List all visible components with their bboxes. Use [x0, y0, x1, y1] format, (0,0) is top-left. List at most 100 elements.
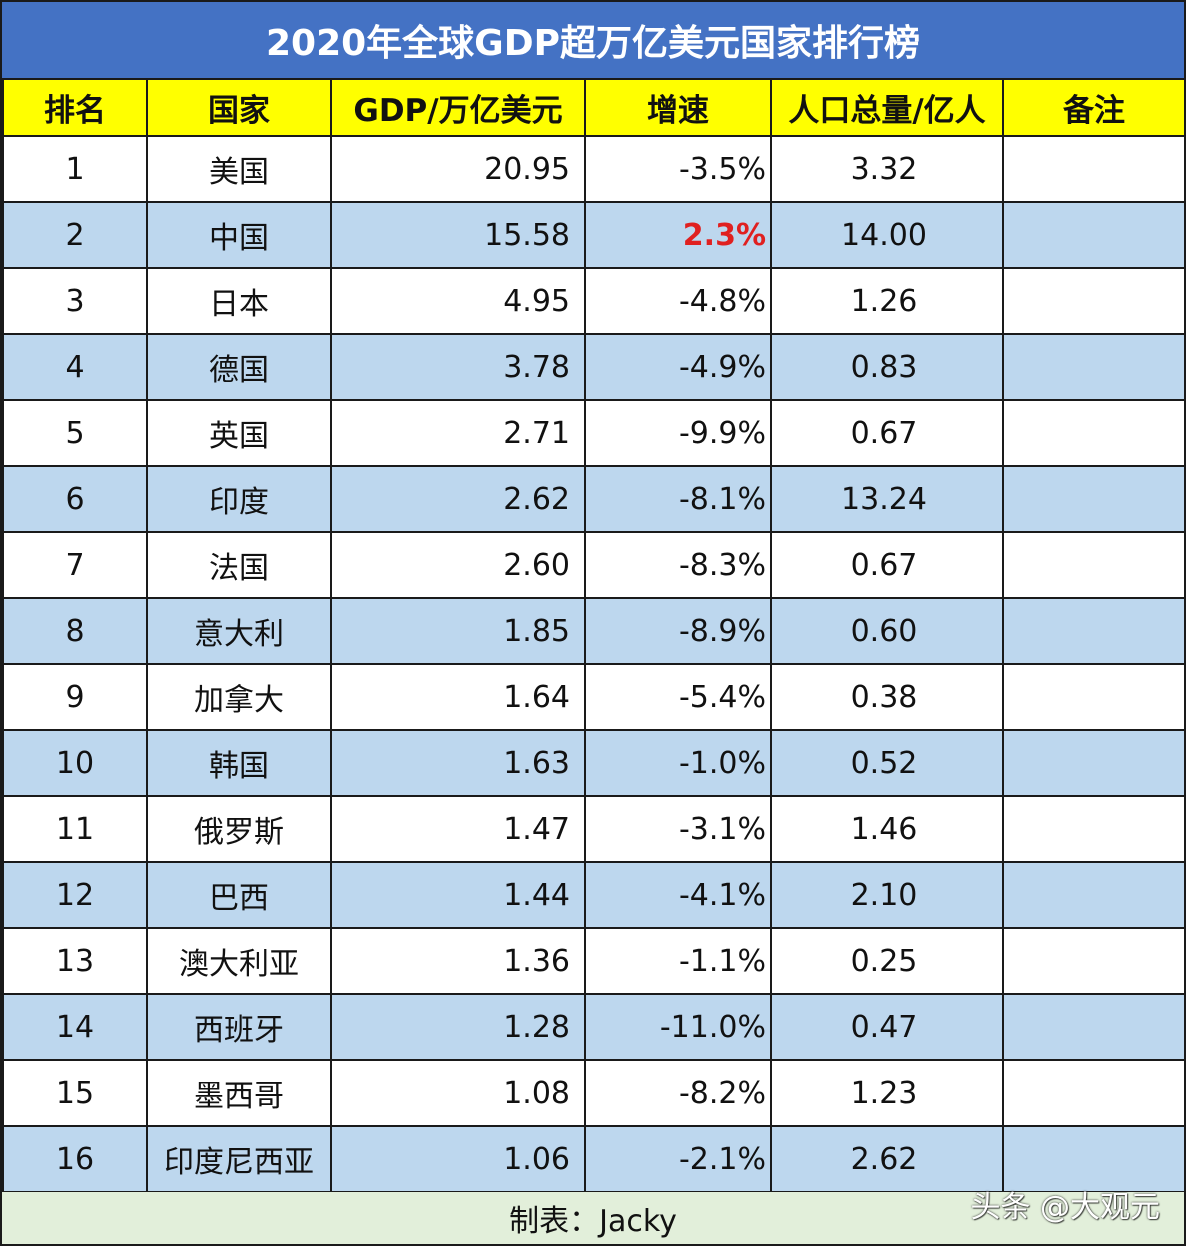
cell-growth: -4.1%: [584, 861, 772, 929]
cell-country: 印度: [146, 465, 332, 533]
table-row: 11 俄罗斯 1.47 -3.1% 1.46: [2, 795, 1186, 863]
cell-country: 澳大利亚: [146, 927, 332, 995]
cell-note: [1002, 465, 1186, 533]
cell-growth: -1.1%: [584, 927, 772, 995]
cell-country: 德国: [146, 333, 332, 401]
cell-population: 0.67: [770, 399, 1004, 467]
cell-country: 加拿大: [146, 663, 332, 731]
cell-population: 0.60: [770, 597, 1004, 665]
cell-growth: -5.4%: [584, 663, 772, 731]
cell-rank: 1: [2, 135, 148, 203]
cell-note: [1002, 795, 1186, 863]
cell-rank: 3: [2, 267, 148, 335]
cell-gdp: 2.71: [330, 399, 586, 467]
table-body: 1 美国 20.95 -3.5% 3.32 2 中国 15.58 2.3% 14.00 3 日本 4.9…: [2, 135, 1186, 1193]
cell-note: [1002, 267, 1186, 335]
cell-rank: 15: [2, 1059, 148, 1127]
cell-gdp: 1.08: [330, 1059, 586, 1127]
cell-rank: 4: [2, 333, 148, 401]
cell-gdp: 20.95: [330, 135, 586, 203]
header-row: 排名 国家 GDP/万亿美元 增速 人口总量/亿人 备注: [2, 78, 1186, 137]
cell-population: 0.52: [770, 729, 1004, 797]
credit-text: 制表：Jacky: [509, 1204, 677, 1239]
cell-note: [1002, 861, 1186, 929]
cell-note: [1002, 597, 1186, 665]
cell-note: [1002, 135, 1186, 203]
cell-country: 意大利: [146, 597, 332, 665]
cell-gdp: 1.36: [330, 927, 586, 995]
table-title: 2020年全球GDP超万亿美元国家排行榜: [2, 2, 1184, 80]
cell-country: 巴西: [146, 861, 332, 929]
cell-growth: -3.5%: [584, 135, 772, 203]
cell-country: 法国: [146, 531, 332, 599]
column-header-rank: 排名: [2, 78, 148, 137]
cell-population: 2.62: [770, 1125, 1004, 1193]
table-row: 1 美国 20.95 -3.5% 3.32: [2, 135, 1186, 203]
gdp-table: 排名 国家 GDP/万亿美元 增速 人口总量/亿人 备注 1 美国 20.95 -3.…: [2, 78, 1186, 1193]
cell-gdp: 1.47: [330, 795, 586, 863]
table-footer: 制表：Jacky: [2, 1192, 1184, 1244]
cell-note: [1002, 729, 1186, 797]
cell-gdp: 4.95: [330, 267, 586, 335]
table-row: 7 法国 2.60 -8.3% 0.67: [2, 531, 1186, 599]
cell-rank: 9: [2, 663, 148, 731]
cell-gdp: 1.85: [330, 597, 586, 665]
cell-population: 0.25: [770, 927, 1004, 995]
cell-population: 14.00: [770, 201, 1004, 269]
column-header-population: 人口总量/亿人: [770, 78, 1004, 137]
cell-population: 1.23: [770, 1059, 1004, 1127]
cell-rank: 14: [2, 993, 148, 1061]
table-row: 3 日本 4.95 -4.8% 1.26: [2, 267, 1186, 335]
cell-country: 英国: [146, 399, 332, 467]
cell-growth: -4.8%: [584, 267, 772, 335]
table-row: 6 印度 2.62 -8.1% 13.24: [2, 465, 1186, 533]
table-header: 排名 国家 GDP/万亿美元 增速 人口总量/亿人 备注: [2, 78, 1186, 137]
cell-gdp: 2.60: [330, 531, 586, 599]
column-header-country: 国家: [146, 78, 332, 137]
cell-note: [1002, 333, 1186, 401]
table-row: 9 加拿大 1.64 -5.4% 0.38: [2, 663, 1186, 731]
table-row: 16 印度尼西亚 1.06 -2.1% 2.62: [2, 1125, 1186, 1193]
table-row: 12 巴西 1.44 -4.1% 2.10: [2, 861, 1186, 929]
cell-note: [1002, 993, 1186, 1061]
cell-country: 墨西哥: [146, 1059, 332, 1127]
cell-gdp: 15.58: [330, 201, 586, 269]
cell-population: 0.47: [770, 993, 1004, 1061]
cell-country: 日本: [146, 267, 332, 335]
cell-note: [1002, 399, 1186, 467]
cell-gdp: 1.64: [330, 663, 586, 731]
cell-rank: 8: [2, 597, 148, 665]
cell-gdp: 1.28: [330, 993, 586, 1061]
cell-country: 韩国: [146, 729, 332, 797]
cell-rank: 13: [2, 927, 148, 995]
cell-population: 0.67: [770, 531, 1004, 599]
table-row: 15 墨西哥 1.08 -8.2% 1.23: [2, 1059, 1186, 1127]
cell-growth: -8.9%: [584, 597, 772, 665]
cell-note: [1002, 663, 1186, 731]
cell-growth: -8.3%: [584, 531, 772, 599]
cell-note: [1002, 1125, 1186, 1193]
cell-note: [1002, 531, 1186, 599]
cell-population: 3.32: [770, 135, 1004, 203]
table-row: 8 意大利 1.85 -8.9% 0.60: [2, 597, 1186, 665]
cell-growth: -11.0%: [584, 993, 772, 1061]
cell-population: 13.24: [770, 465, 1004, 533]
cell-rank: 16: [2, 1125, 148, 1193]
cell-rank: 10: [2, 729, 148, 797]
cell-rank: 6: [2, 465, 148, 533]
cell-rank: 7: [2, 531, 148, 599]
cell-country: 美国: [146, 135, 332, 203]
cell-rank: 11: [2, 795, 148, 863]
cell-country: 西班牙: [146, 993, 332, 1061]
cell-rank: 12: [2, 861, 148, 929]
cell-rank: 5: [2, 399, 148, 467]
cell-growth: -2.1%: [584, 1125, 772, 1193]
cell-gdp: 1.06: [330, 1125, 586, 1193]
cell-growth: -9.9%: [584, 399, 772, 467]
cell-gdp: 2.62: [330, 465, 586, 533]
cell-country: 中国: [146, 201, 332, 269]
cell-population: 1.46: [770, 795, 1004, 863]
cell-country: 俄罗斯: [146, 795, 332, 863]
table-row: 4 德国 3.78 -4.9% 0.83: [2, 333, 1186, 401]
table-row: 10 韩国 1.63 -1.0% 0.52: [2, 729, 1186, 797]
